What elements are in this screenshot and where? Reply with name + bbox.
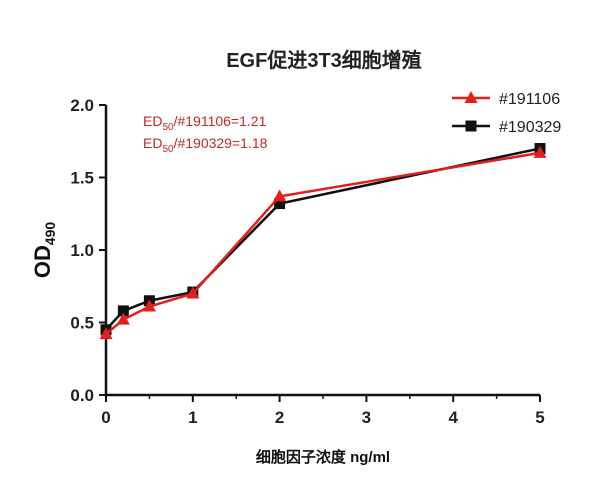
series-190329 [100, 143, 546, 336]
y-axis-label: OD490 [30, 222, 58, 279]
data-point [465, 120, 477, 132]
data-point [142, 299, 156, 312]
data-point [464, 91, 478, 103]
series-191106 [99, 145, 547, 340]
data-point [116, 312, 130, 325]
ed50-value: /#190329=1.18 [174, 135, 268, 151]
series-line [105, 151, 541, 336]
x-tick-label: 3 [362, 408, 371, 427]
y-tick-label: 2.0 [70, 96, 94, 115]
data-point [274, 198, 286, 210]
x-tick-label: 5 [535, 408, 544, 427]
chart-title: EGF促进3T3细胞增殖 [226, 48, 422, 72]
x-tick-label: 2 [275, 408, 284, 427]
ed50-subscript: 50 [162, 122, 174, 133]
y-axis-label-sub: 490 [42, 222, 58, 246]
data-point [99, 327, 113, 340]
data-point [273, 189, 287, 202]
axes: 0 1 2 3 4 5 0.0 0.5 1.0 1.5 2.0 [70, 96, 544, 427]
series-line [105, 147, 541, 331]
legend-label: #191106 [499, 91, 560, 108]
series-layer [99, 143, 547, 340]
legend: #191106 #190329 [452, 91, 561, 136]
y-tick-label: 1.5 [70, 169, 94, 188]
ed50-subscript: 50 [162, 144, 174, 155]
x-tick-label: 4 [448, 408, 458, 427]
ed50-prefix: ED [143, 113, 162, 129]
y-tick-label: 0.0 [70, 386, 94, 405]
data-point [117, 305, 129, 317]
legend-item: #190329 [452, 119, 561, 136]
ed50-value: /#191106=1.21 [174, 113, 267, 129]
y-tick-label: 1.0 [70, 241, 94, 260]
ed50-prefix: ED [143, 135, 162, 151]
legend-label: #190329 [499, 119, 561, 136]
x-tick-label: 1 [188, 408, 197, 427]
y-axis-label-main: OD [30, 245, 55, 278]
y-tick-label: 0.5 [70, 314, 94, 333]
ed50-annotation: ED50/#190329=1.18 [143, 135, 268, 155]
legend-item: #191106 [452, 91, 560, 108]
x-tick-label: 0 [101, 408, 110, 427]
x-axis-label: 细胞因子浓度 ng/ml [256, 448, 390, 466]
data-point [186, 286, 200, 299]
ed50-annotation: ED50/#191106=1.21 [143, 113, 267, 133]
data-point [533, 145, 547, 158]
